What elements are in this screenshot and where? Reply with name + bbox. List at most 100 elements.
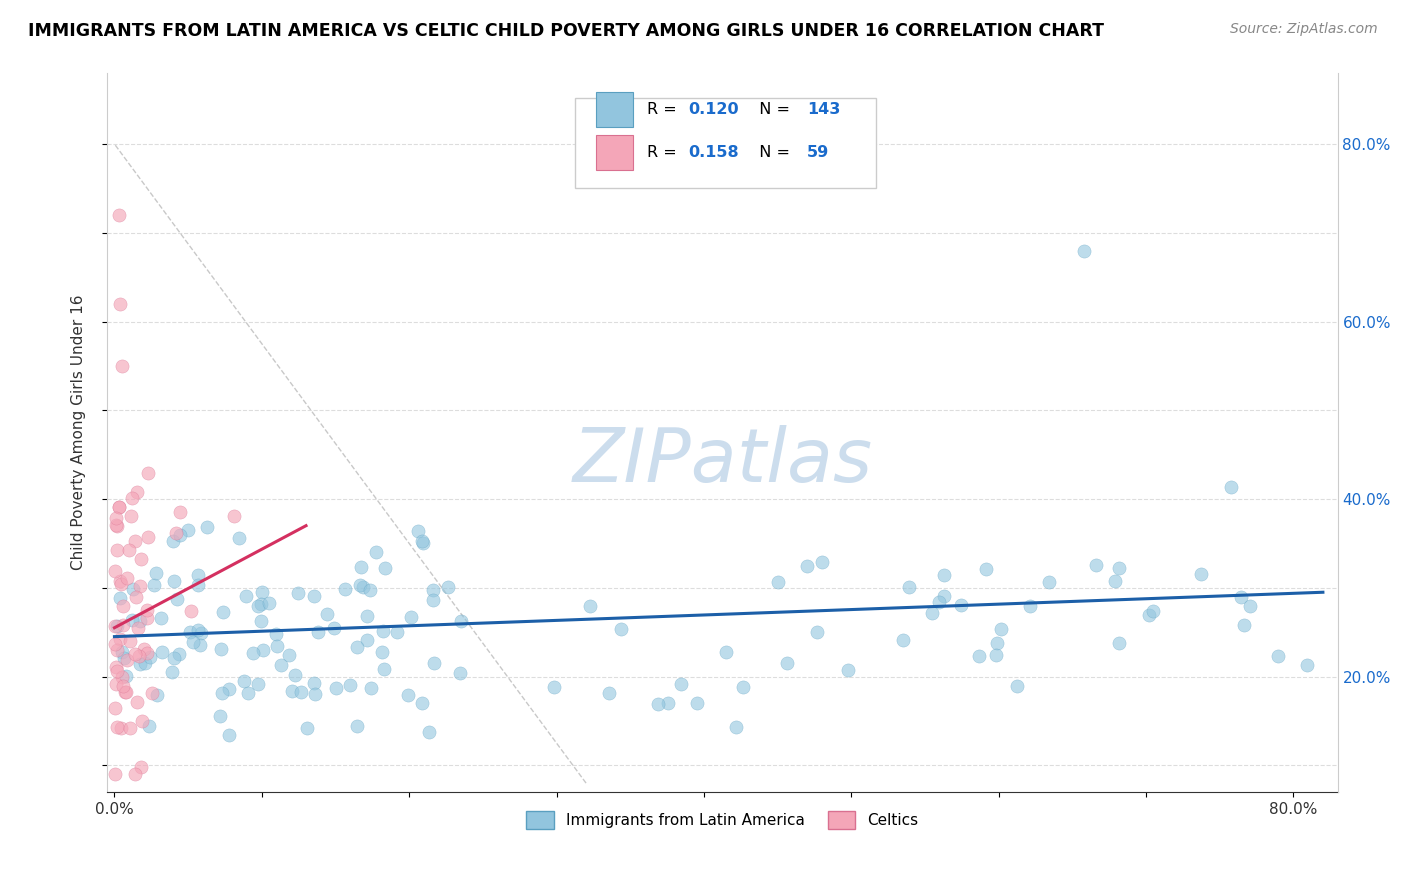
- Point: [352, 580, 374, 594]
- Point: [891, 632, 914, 647]
- Point: [290, 685, 312, 699]
- Point: [1038, 575, 1060, 590]
- Point: [1296, 658, 1319, 673]
- Text: IMMIGRANTS FROM LATIN AMERICA VS CELTIC CHILD POVERTY AMONG GIRLS UNDER 16 CORRE: IMMIGRANTS FROM LATIN AMERICA VS CELTIC …: [28, 22, 1104, 40]
- Point: [124, 534, 146, 549]
- Point: [280, 684, 302, 698]
- Point: [187, 578, 209, 592]
- Point: [450, 615, 472, 629]
- Point: [145, 566, 167, 581]
- Point: [418, 724, 440, 739]
- Point: [129, 614, 152, 628]
- Point: [183, 634, 205, 648]
- Point: [396, 689, 419, 703]
- Point: [360, 582, 382, 597]
- Point: [246, 677, 269, 691]
- Point: [811, 555, 834, 569]
- Point: [411, 696, 433, 710]
- Point: [110, 721, 132, 735]
- Point: [733, 680, 755, 694]
- Point: [209, 708, 232, 723]
- Point: [335, 582, 357, 596]
- Point: [115, 652, 138, 666]
- Point: [187, 623, 209, 637]
- Point: [169, 505, 191, 519]
- Point: [125, 695, 148, 709]
- Point: [105, 664, 128, 678]
- Text: 0.158: 0.158: [688, 145, 738, 160]
- Point: [270, 657, 292, 672]
- Point: [766, 574, 789, 589]
- Point: [124, 767, 146, 781]
- Text: N =: N =: [749, 145, 796, 160]
- Point: [150, 645, 173, 659]
- Point: [136, 611, 159, 625]
- Point: [287, 586, 309, 600]
- Point: [990, 623, 1012, 637]
- Point: [136, 467, 159, 481]
- Point: [139, 650, 162, 665]
- Point: [349, 578, 371, 592]
- Point: [136, 530, 159, 544]
- Point: [104, 511, 127, 525]
- Point: [190, 626, 212, 640]
- FancyBboxPatch shape: [575, 98, 876, 188]
- FancyBboxPatch shape: [596, 92, 633, 127]
- Point: [115, 685, 138, 699]
- Point: [120, 509, 142, 524]
- Point: [195, 520, 218, 534]
- Point: [218, 681, 240, 696]
- Point: [110, 670, 132, 684]
- Point: [108, 208, 131, 222]
- Text: Source: ZipAtlas.com: Source: ZipAtlas.com: [1230, 22, 1378, 37]
- Point: [103, 700, 125, 714]
- Point: [108, 574, 131, 588]
- Point: [1108, 561, 1130, 575]
- Point: [105, 619, 128, 633]
- Point: [297, 721, 319, 735]
- Point: [121, 614, 143, 628]
- Point: [1230, 590, 1253, 604]
- Point: [949, 598, 972, 612]
- Point: [325, 681, 347, 696]
- Point: [134, 642, 156, 657]
- Point: [242, 646, 264, 660]
- Text: 143: 143: [807, 102, 841, 117]
- Point: [350, 560, 373, 574]
- Point: [422, 583, 444, 598]
- Point: [121, 582, 143, 596]
- Point: [166, 591, 188, 606]
- Text: 59: 59: [807, 145, 830, 160]
- Point: [385, 625, 408, 640]
- Point: [118, 721, 141, 735]
- Point: [246, 599, 269, 613]
- Point: [115, 571, 138, 585]
- Point: [111, 679, 134, 693]
- Point: [212, 605, 235, 619]
- Point: [211, 685, 233, 699]
- Point: [257, 596, 280, 610]
- Point: [371, 645, 394, 659]
- Point: [339, 678, 361, 692]
- Point: [127, 485, 149, 500]
- Point: [796, 558, 818, 573]
- Point: [169, 528, 191, 542]
- Point: [1073, 244, 1095, 258]
- Point: [104, 564, 127, 578]
- Point: [110, 591, 132, 605]
- Text: 0.120: 0.120: [688, 102, 738, 117]
- Point: [136, 602, 159, 616]
- Point: [110, 632, 132, 646]
- Point: [179, 625, 201, 640]
- Point: [356, 632, 378, 647]
- Point: [647, 697, 669, 711]
- Point: [129, 760, 152, 774]
- Point: [1267, 649, 1289, 664]
- Point: [266, 639, 288, 653]
- Point: [115, 668, 138, 682]
- Point: [105, 659, 128, 673]
- Point: [1108, 636, 1130, 650]
- Point: [129, 579, 152, 593]
- Point: [411, 534, 433, 549]
- Point: [131, 714, 153, 728]
